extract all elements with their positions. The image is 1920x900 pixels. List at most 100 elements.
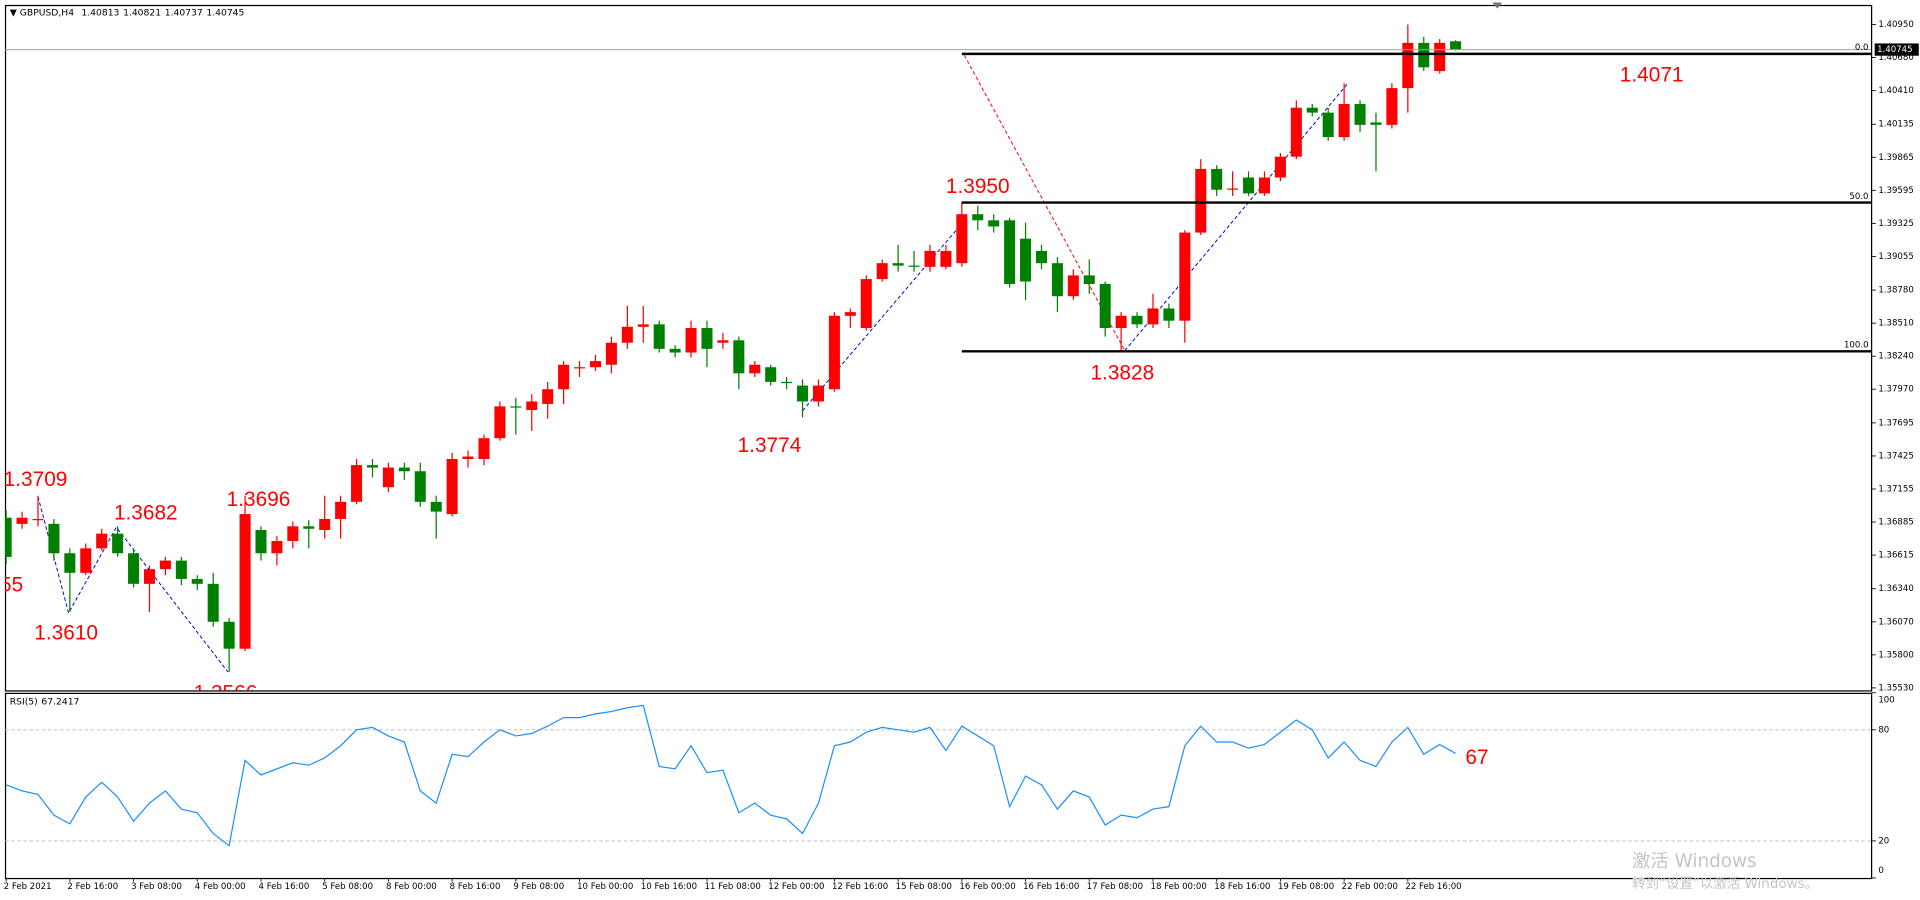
y-tick-label: 1.40680 bbox=[1878, 53, 1913, 63]
candle-body bbox=[1354, 104, 1366, 125]
chart-shift-marker bbox=[1492, 2, 1503, 9]
candle-body bbox=[988, 220, 1000, 227]
candle-body bbox=[876, 263, 888, 280]
x-tick-label: 9 Feb 08:00 bbox=[513, 882, 564, 892]
candle-body bbox=[462, 456, 474, 459]
candle-body bbox=[223, 621, 235, 649]
candle-body bbox=[1450, 41, 1462, 50]
price-annotation: 1.4071 bbox=[1620, 64, 1684, 87]
price-annotation: 1.3696 bbox=[227, 488, 291, 511]
candle-body bbox=[621, 326, 633, 343]
y-tick-label: 1.36615 bbox=[1878, 551, 1913, 561]
candle-body bbox=[1274, 156, 1286, 178]
x-tick-label: 16 Feb 00:00 bbox=[959, 882, 1015, 892]
candle-body bbox=[574, 367, 586, 369]
candle-body bbox=[1131, 315, 1143, 325]
header-open: 1.40813 bbox=[81, 7, 119, 18]
y-tick-label: 1.37695 bbox=[1878, 418, 1913, 428]
price-annotation: 1.3828 bbox=[1090, 361, 1154, 384]
candle-body bbox=[1147, 308, 1159, 325]
chart-header: ▼ GBPUSD,H4 1.40813 1.40821 1.40737 1.40745 bbox=[10, 7, 245, 18]
header-high: 1.40821 bbox=[123, 7, 161, 18]
candle-body bbox=[112, 533, 124, 554]
x-tick-label: 22 Feb 16:00 bbox=[1405, 882, 1461, 892]
candle-body bbox=[239, 514, 251, 649]
candle-body bbox=[446, 458, 458, 515]
candle-body bbox=[844, 312, 856, 316]
rsi-panel-frame bbox=[4, 692, 1873, 880]
candle-body bbox=[781, 381, 793, 384]
zigzag-line bbox=[37, 496, 229, 673]
zigzag-line bbox=[802, 220, 965, 412]
candle-body bbox=[335, 501, 347, 519]
candle-body bbox=[685, 328, 697, 353]
candle-body bbox=[319, 518, 331, 530]
header-arrow: ▼ bbox=[10, 7, 20, 18]
y-tick-label: 1.40410 bbox=[1878, 86, 1913, 96]
candle-body bbox=[159, 560, 171, 570]
candle-body bbox=[526, 401, 538, 411]
main-plot: 1.3709 55 1.3610 1.3682 1.3696 1.3566 1.3774 1.… bbox=[4, 24, 1684, 705]
candle-body bbox=[143, 569, 155, 584]
rsi-header: RSI(5) 67.2417 bbox=[10, 696, 80, 707]
rsi-tick-label: 100 bbox=[1878, 696, 1894, 706]
watermark-title: 激活 Windows bbox=[1632, 851, 1757, 872]
rsi-value-label: 67 bbox=[1465, 746, 1488, 769]
rsi-tick-label: 20 bbox=[1878, 836, 1889, 846]
candle-body bbox=[797, 385, 809, 402]
candle-body bbox=[749, 364, 761, 374]
candle-body bbox=[860, 279, 872, 329]
candle-body bbox=[558, 364, 570, 390]
header-low: 1.40737 bbox=[165, 7, 203, 18]
candle-body bbox=[1370, 122, 1382, 125]
candle-body bbox=[940, 250, 952, 267]
watermark-subtitle: 转到“设置”以激活 Windows。 bbox=[1632, 876, 1818, 892]
fibo-level-label: 50.0 bbox=[1849, 192, 1868, 202]
y-tick-label: 1.39865 bbox=[1878, 153, 1913, 163]
candle-body bbox=[1163, 308, 1175, 321]
candle-body bbox=[478, 438, 490, 459]
y-tick-label: 1.36885 bbox=[1878, 518, 1913, 528]
y-tick-label: 1.36070 bbox=[1878, 617, 1913, 627]
x-tick-label: 15 Feb 08:00 bbox=[896, 882, 952, 892]
y-tick-label: 1.38780 bbox=[1878, 286, 1913, 296]
candle-body bbox=[1402, 42, 1414, 89]
candle-body bbox=[48, 523, 60, 554]
y-tick-label: 1.40135 bbox=[1878, 120, 1913, 130]
candle-body bbox=[812, 385, 824, 402]
price-annotation: 1.3610 bbox=[34, 621, 98, 644]
y-tick-label: 1.37970 bbox=[1878, 385, 1913, 395]
rsi-tick-label: 80 bbox=[1878, 725, 1889, 735]
candle-body bbox=[717, 340, 729, 343]
candle-body bbox=[653, 324, 665, 349]
candle-body bbox=[1211, 168, 1223, 190]
fibo-level-label: 100.0 bbox=[1844, 341, 1869, 351]
candle-body bbox=[1067, 275, 1079, 297]
candle-body bbox=[4, 517, 12, 557]
candle-body bbox=[1004, 220, 1016, 284]
candle-body bbox=[892, 263, 904, 266]
x-tick-label: 19 Feb 08:00 bbox=[1278, 882, 1334, 892]
candle-body bbox=[1020, 238, 1032, 282]
y-tick-label: 1.40950 bbox=[1878, 20, 1913, 30]
candle-body bbox=[637, 324, 649, 327]
candle-body bbox=[1099, 283, 1111, 329]
candle-body bbox=[589, 361, 601, 368]
x-tick-label: 4 Feb 16:00 bbox=[259, 882, 310, 892]
x-tick-label: 16 Feb 16:00 bbox=[1023, 882, 1079, 892]
candle-body bbox=[1051, 263, 1063, 297]
candle-body bbox=[956, 214, 968, 264]
bid-box bbox=[1874, 43, 1919, 56]
candle-body bbox=[175, 560, 187, 579]
candle-body bbox=[430, 501, 442, 512]
rsi-tick-label: 0 bbox=[1878, 866, 1883, 876]
candle-body bbox=[972, 214, 984, 221]
candle-body bbox=[128, 553, 140, 584]
price-annotation: 1.3950 bbox=[946, 175, 1010, 198]
price-annotation: 1.3566 bbox=[194, 682, 258, 705]
candle-body bbox=[1179, 232, 1191, 321]
rsi-line bbox=[5, 704, 1456, 847]
candle-body bbox=[924, 250, 936, 267]
